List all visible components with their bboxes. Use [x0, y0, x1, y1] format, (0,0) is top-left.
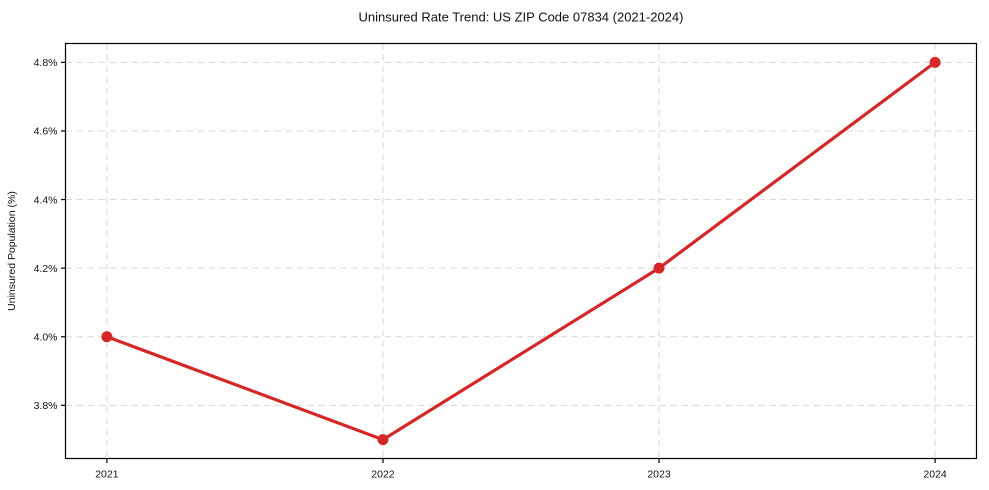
- x-tick-label: 2023: [647, 469, 671, 481]
- x-tick-label: 2024: [923, 469, 947, 481]
- chart-title: Uninsured Rate Trend: US ZIP Code 07834 …: [359, 10, 684, 25]
- y-tick-label: 3.8%: [34, 400, 58, 412]
- y-axis-label: Uninsured Population (%): [6, 191, 18, 311]
- data-point-2022: [377, 434, 389, 446]
- y-tick-label: 4.2%: [34, 263, 58, 275]
- plot-frame: [64, 42, 978, 460]
- x-tick-label: 2022: [371, 469, 395, 481]
- data-point-2024: [929, 56, 941, 68]
- y-tick-label: 4.8%: [34, 57, 58, 69]
- data-point-2023: [653, 262, 665, 274]
- trend-line: [105, 60, 937, 442]
- y-tick-label: 4.4%: [34, 194, 58, 206]
- data-point-2021: [101, 331, 113, 343]
- x-tick-label: 2021: [95, 469, 119, 481]
- y-tick-label: 4.0%: [34, 331, 58, 343]
- y-tick-label: 4.6%: [34, 126, 58, 138]
- plot-area: 2021 2022 2023 2024 3.8% 4.0% 4.2% 4.4% 4.6% 4.8%: [34, 42, 978, 481]
